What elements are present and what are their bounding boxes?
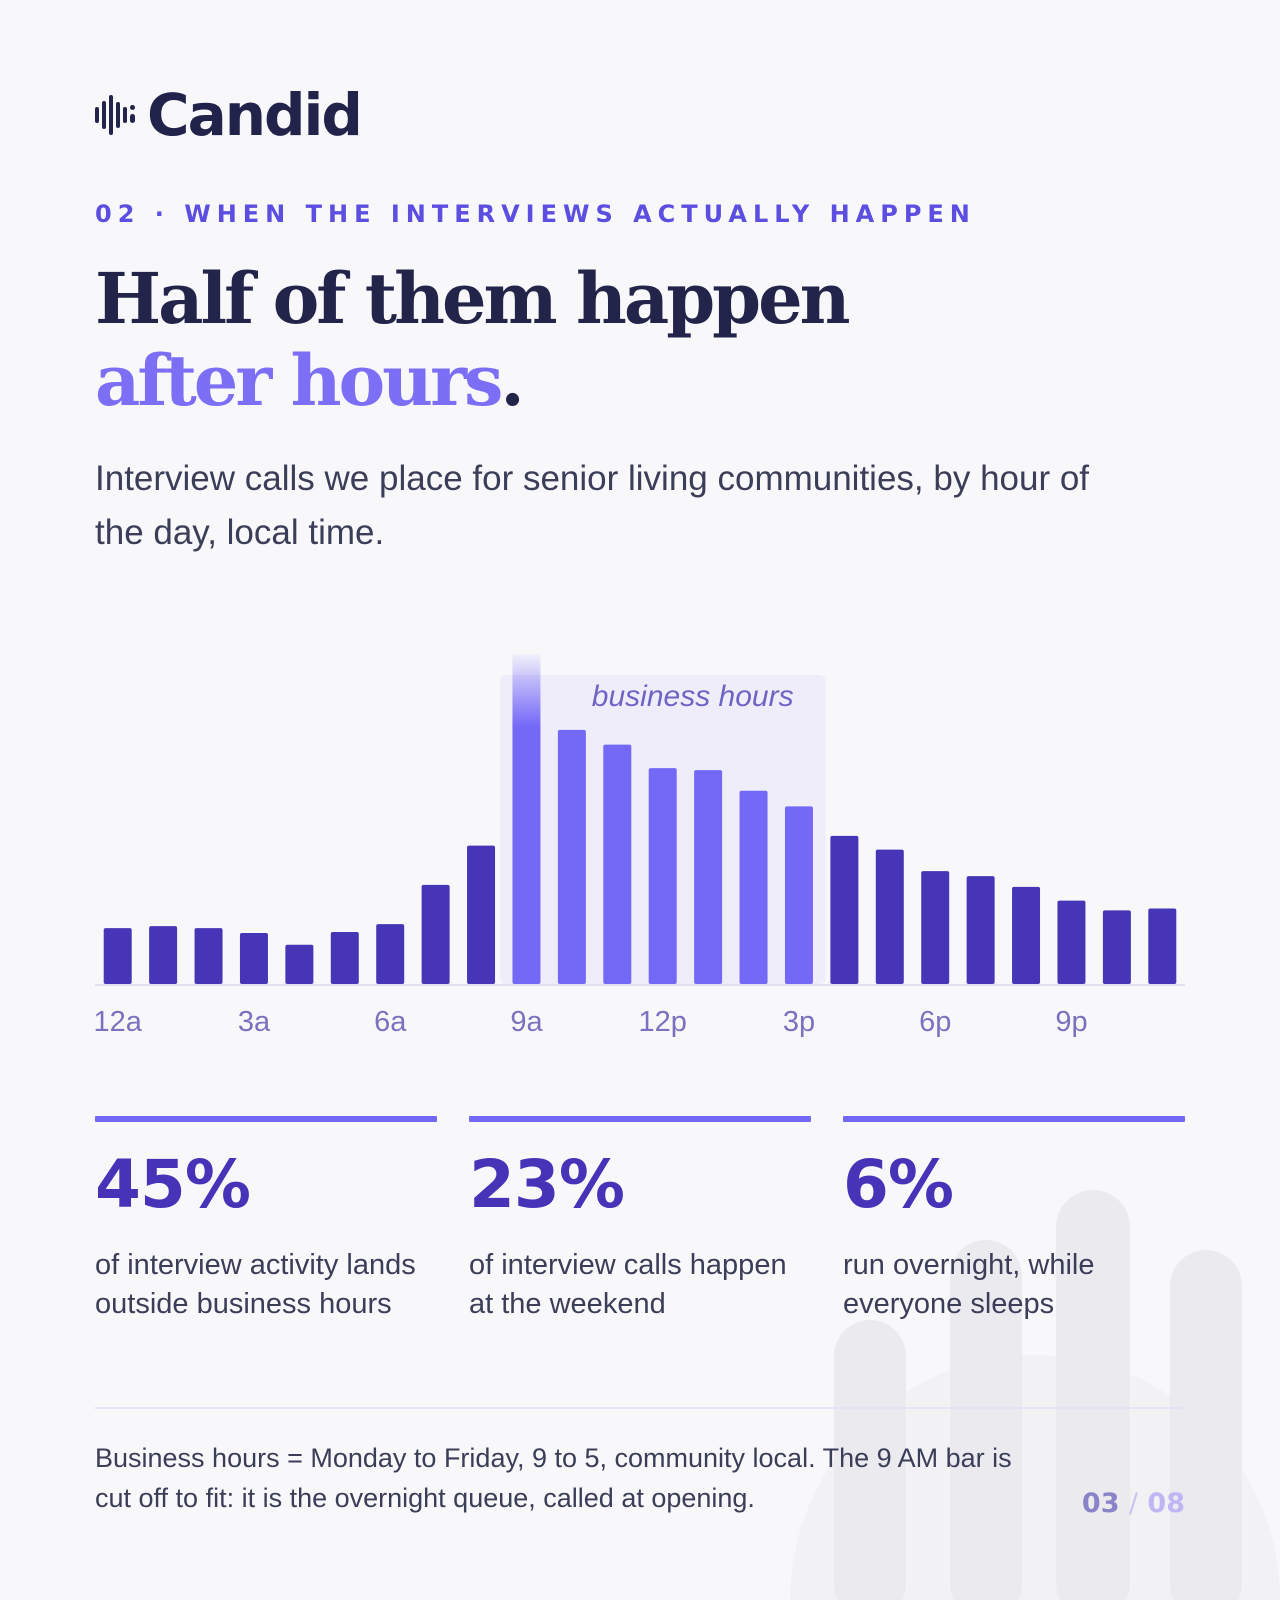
bar-11p xyxy=(1148,908,1177,984)
stat-rule xyxy=(843,1116,1185,1122)
bar-5p xyxy=(875,849,904,984)
x-tick-9a: 9a xyxy=(510,1006,543,1038)
bar-10a xyxy=(557,729,586,984)
bar-8p xyxy=(1012,886,1041,984)
stat-outside-business-hours: 45% of interview activity lands outside … xyxy=(95,1116,437,1324)
bar-4a xyxy=(285,944,314,984)
hourly-bar-chart: business hours 12a 3a 6a 9a 12p 3p 6p 9p xyxy=(94,654,1185,1038)
bar-10p xyxy=(1102,910,1131,984)
stat-rule xyxy=(469,1116,811,1122)
stat-value: 23% xyxy=(469,1146,625,1223)
bar-3p xyxy=(784,806,813,984)
bar-1a xyxy=(149,926,178,984)
headline-line-1: Half of them happen xyxy=(95,257,851,340)
page-separator: / xyxy=(1128,1488,1139,1519)
footer-divider xyxy=(95,1407,1185,1409)
page-current: 03 xyxy=(1081,1488,1120,1519)
bar-2a xyxy=(194,928,223,984)
bar-8a xyxy=(467,845,496,984)
headline: Half of them happen after hours. xyxy=(95,257,851,422)
business-hours-label: business hours xyxy=(592,680,794,713)
x-tick-6a: 6a xyxy=(374,1006,407,1038)
bar-4p xyxy=(830,835,859,984)
bar-5a xyxy=(330,931,359,984)
stat-value: 45% xyxy=(95,1146,251,1223)
x-tick-9p: 9p xyxy=(1055,1006,1087,1038)
x-tick-6p: 6p xyxy=(919,1006,951,1038)
bar-12a xyxy=(103,928,132,984)
bar-9a xyxy=(512,654,541,984)
headline-accent: after hours xyxy=(95,339,503,422)
bar-6p xyxy=(921,871,950,984)
bar-2p xyxy=(739,790,768,984)
x-tick-3p: 3p xyxy=(783,1006,815,1038)
footnote: Business hours = Monday to Friday, 9 to … xyxy=(95,1443,1012,1513)
page-total: 08 xyxy=(1147,1488,1185,1519)
brand-name: Candid xyxy=(147,81,363,149)
bar-12p xyxy=(648,768,677,984)
stat-overnight: 6% run overnight, while everyone sleeps xyxy=(843,1116,1185,1324)
bar-3a xyxy=(239,932,268,984)
subtitle: Interview calls we place for senior livi… xyxy=(95,459,1090,552)
section-eyebrow: 02 · WHEN THE INTERVIEWS ACTUALLY HAPPEN xyxy=(95,200,976,228)
stat-value: 6% xyxy=(843,1146,954,1223)
bar-1p xyxy=(694,770,723,984)
x-tick-12p: 12p xyxy=(639,1006,687,1038)
stat-weekend: 23% of interview calls happen at the wee… xyxy=(469,1116,811,1324)
stat-label: of interview calls happen at the weekend xyxy=(469,1249,787,1320)
bar-7p xyxy=(966,876,995,984)
headline-line-2: after hours. xyxy=(95,340,848,422)
bar-9p xyxy=(1057,900,1086,984)
headline-period: . xyxy=(500,339,524,422)
x-tick-12a: 12a xyxy=(94,1006,143,1038)
bar-11a xyxy=(603,744,632,984)
stat-rule xyxy=(95,1116,437,1122)
soundwave-icon xyxy=(95,95,135,135)
stat-label: run overnight, while everyone sleeps xyxy=(843,1249,1095,1320)
brand-logo: Candid xyxy=(95,81,363,149)
stat-label: of interview activity lands outside busi… xyxy=(95,1249,416,1320)
page-indicator: 03 / 08 xyxy=(1082,1488,1185,1519)
bar-6a xyxy=(376,924,405,984)
x-tick-3a: 3a xyxy=(238,1006,271,1038)
bar-7a xyxy=(421,884,450,984)
